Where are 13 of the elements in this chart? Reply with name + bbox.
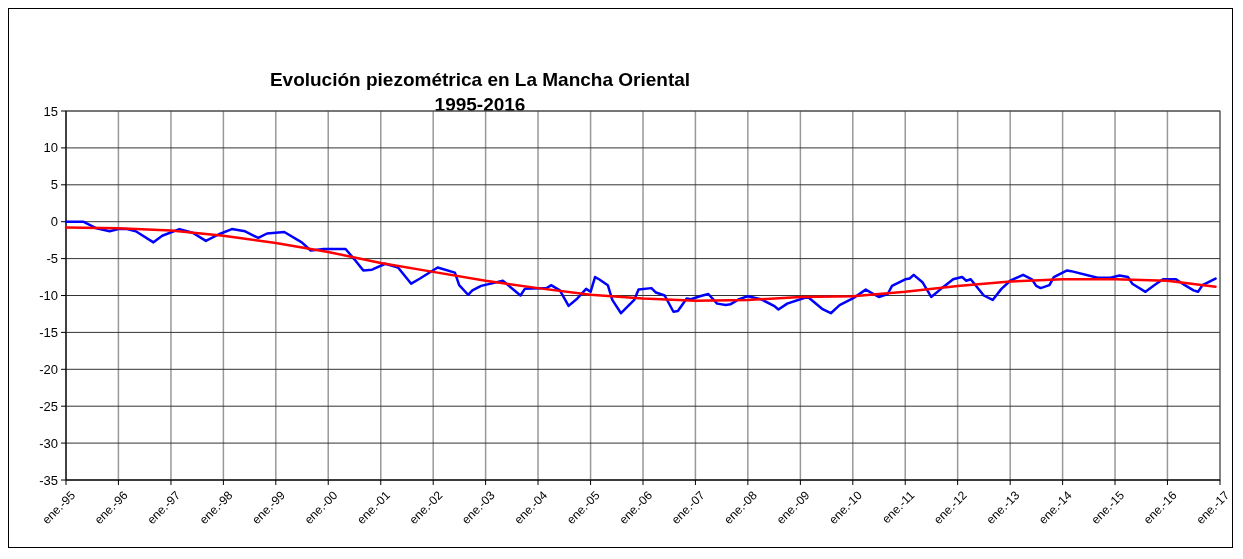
y-tick-label: 15 bbox=[43, 103, 58, 119]
y-tick-label: 5 bbox=[50, 177, 58, 193]
chart-title: Evolución piezométrica en La Mancha Oriental 1995-2016 bbox=[269, 69, 691, 115]
y-tick-label: -5 bbox=[46, 251, 58, 267]
y-tick-label: -20 bbox=[39, 361, 58, 377]
y-tick-label: -30 bbox=[39, 435, 58, 451]
y-tick-label: -15 bbox=[39, 324, 58, 340]
y-tick-label: 0 bbox=[50, 214, 58, 230]
y-tick-label: 10 bbox=[43, 140, 58, 156]
y-tick-label: -10 bbox=[39, 288, 58, 304]
line-series bbox=[64, 226, 1217, 302]
y-tick-label: -25 bbox=[39, 398, 58, 414]
y-tick-label: -35 bbox=[39, 472, 58, 488]
